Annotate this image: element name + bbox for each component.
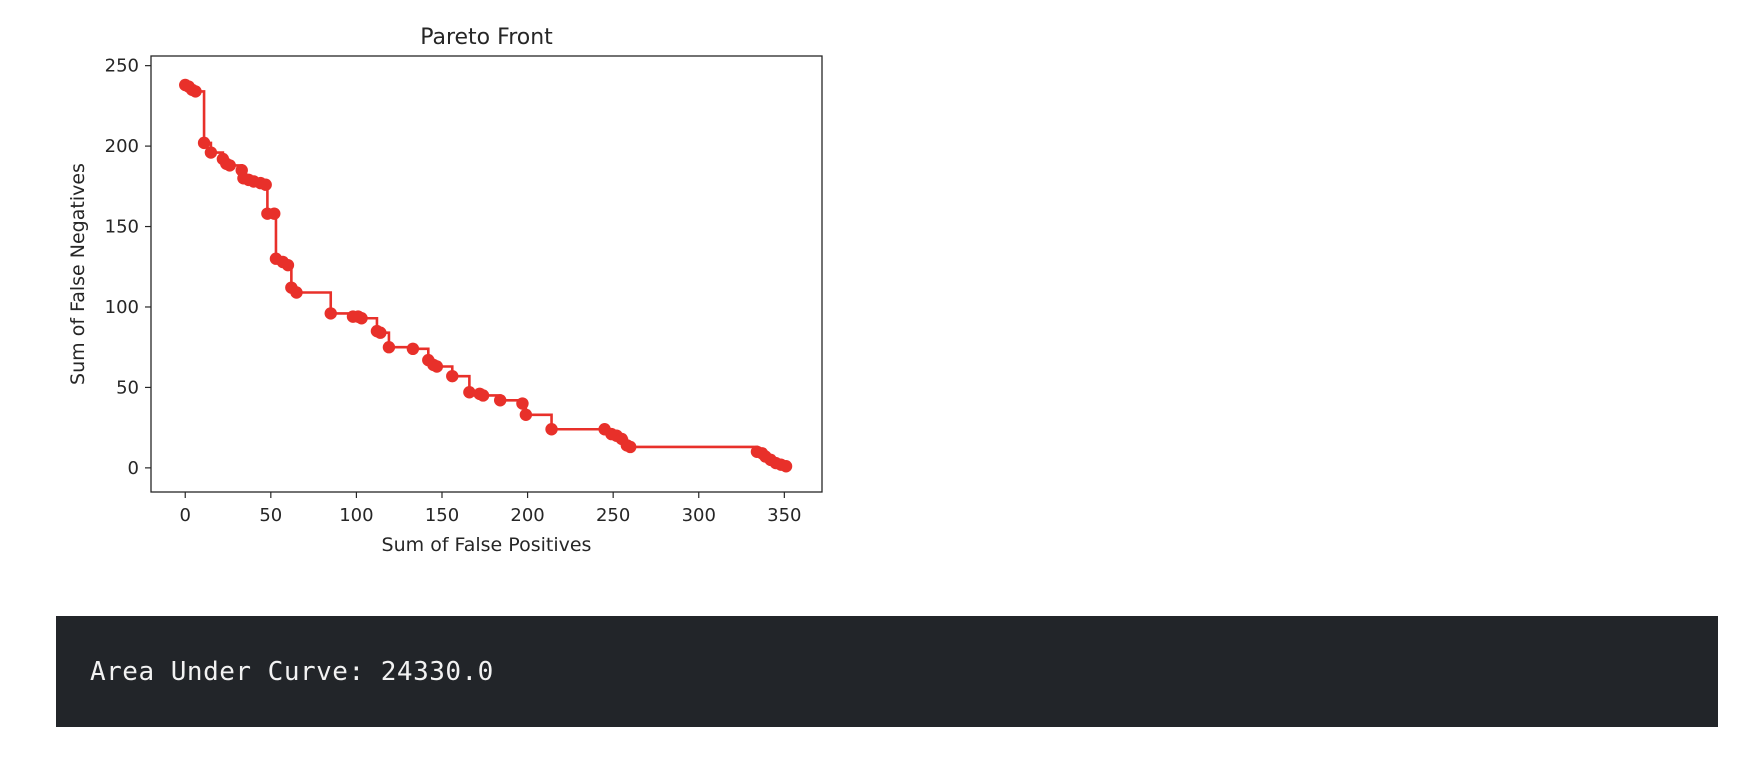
plot-frame [150, 55, 823, 493]
data-point [446, 369, 459, 383]
data-point [516, 397, 529, 410]
data-points [179, 78, 793, 473]
data-point [355, 312, 368, 325]
chart-title: Pareto Front [420, 25, 553, 50]
x-tick-label: 150 [425, 505, 459, 526]
data-point [382, 341, 396, 354]
y-tick-label: 250 [105, 56, 139, 77]
area-under-curve-output: Area Under Curve: 24330.0 [90, 656, 494, 687]
data-point [374, 326, 387, 339]
y-tick-label: 100 [105, 297, 139, 318]
data-point [290, 286, 303, 299]
axis-ticks: 0 50 100 150 200 250 300 350 0 50 100 150 200 250 [105, 56, 802, 526]
x-tick-label: 100 [339, 505, 373, 526]
y-tick-label: 50 [116, 377, 139, 398]
data-point [268, 207, 281, 220]
x-tick-label: 250 [596, 505, 630, 526]
pareto-step-line [185, 83, 788, 467]
data-point [545, 423, 558, 436]
x-tick-label: 200 [510, 505, 544, 526]
data-point [624, 440, 637, 454]
data-point [476, 389, 490, 402]
data-point [324, 307, 337, 320]
data-point [281, 258, 295, 272]
data-point [204, 146, 218, 159]
x-axis-label: Sum of False Positives [382, 534, 592, 556]
pareto-step-line-group [185, 83, 788, 467]
data-point [463, 386, 476, 399]
data-point [223, 159, 236, 172]
output-cell: Area Under Curve: 24330.0 [56, 616, 1718, 727]
data-point [189, 85, 202, 98]
x-tick-label: 0 [180, 505, 191, 526]
data-point [519, 408, 533, 421]
data-point [779, 460, 793, 473]
data-point [430, 360, 444, 373]
y-tick-label: 200 [105, 136, 139, 157]
data-point [259, 178, 272, 191]
y-axis-label: Sum of False Negatives [67, 163, 89, 385]
data-point [493, 394, 507, 407]
x-tick-label: 300 [682, 505, 716, 526]
data-point [406, 342, 420, 356]
y-tick-label: 150 [105, 217, 139, 238]
y-tick-label: 0 [128, 458, 139, 479]
x-tick-label: 50 [259, 505, 282, 526]
pareto-front-chart: 0 50 100 150 200 250 300 350 0 50 100 150 200 250 Par… [67, 25, 823, 556]
data-point [197, 136, 211, 150]
x-tick-label: 350 [767, 505, 801, 526]
